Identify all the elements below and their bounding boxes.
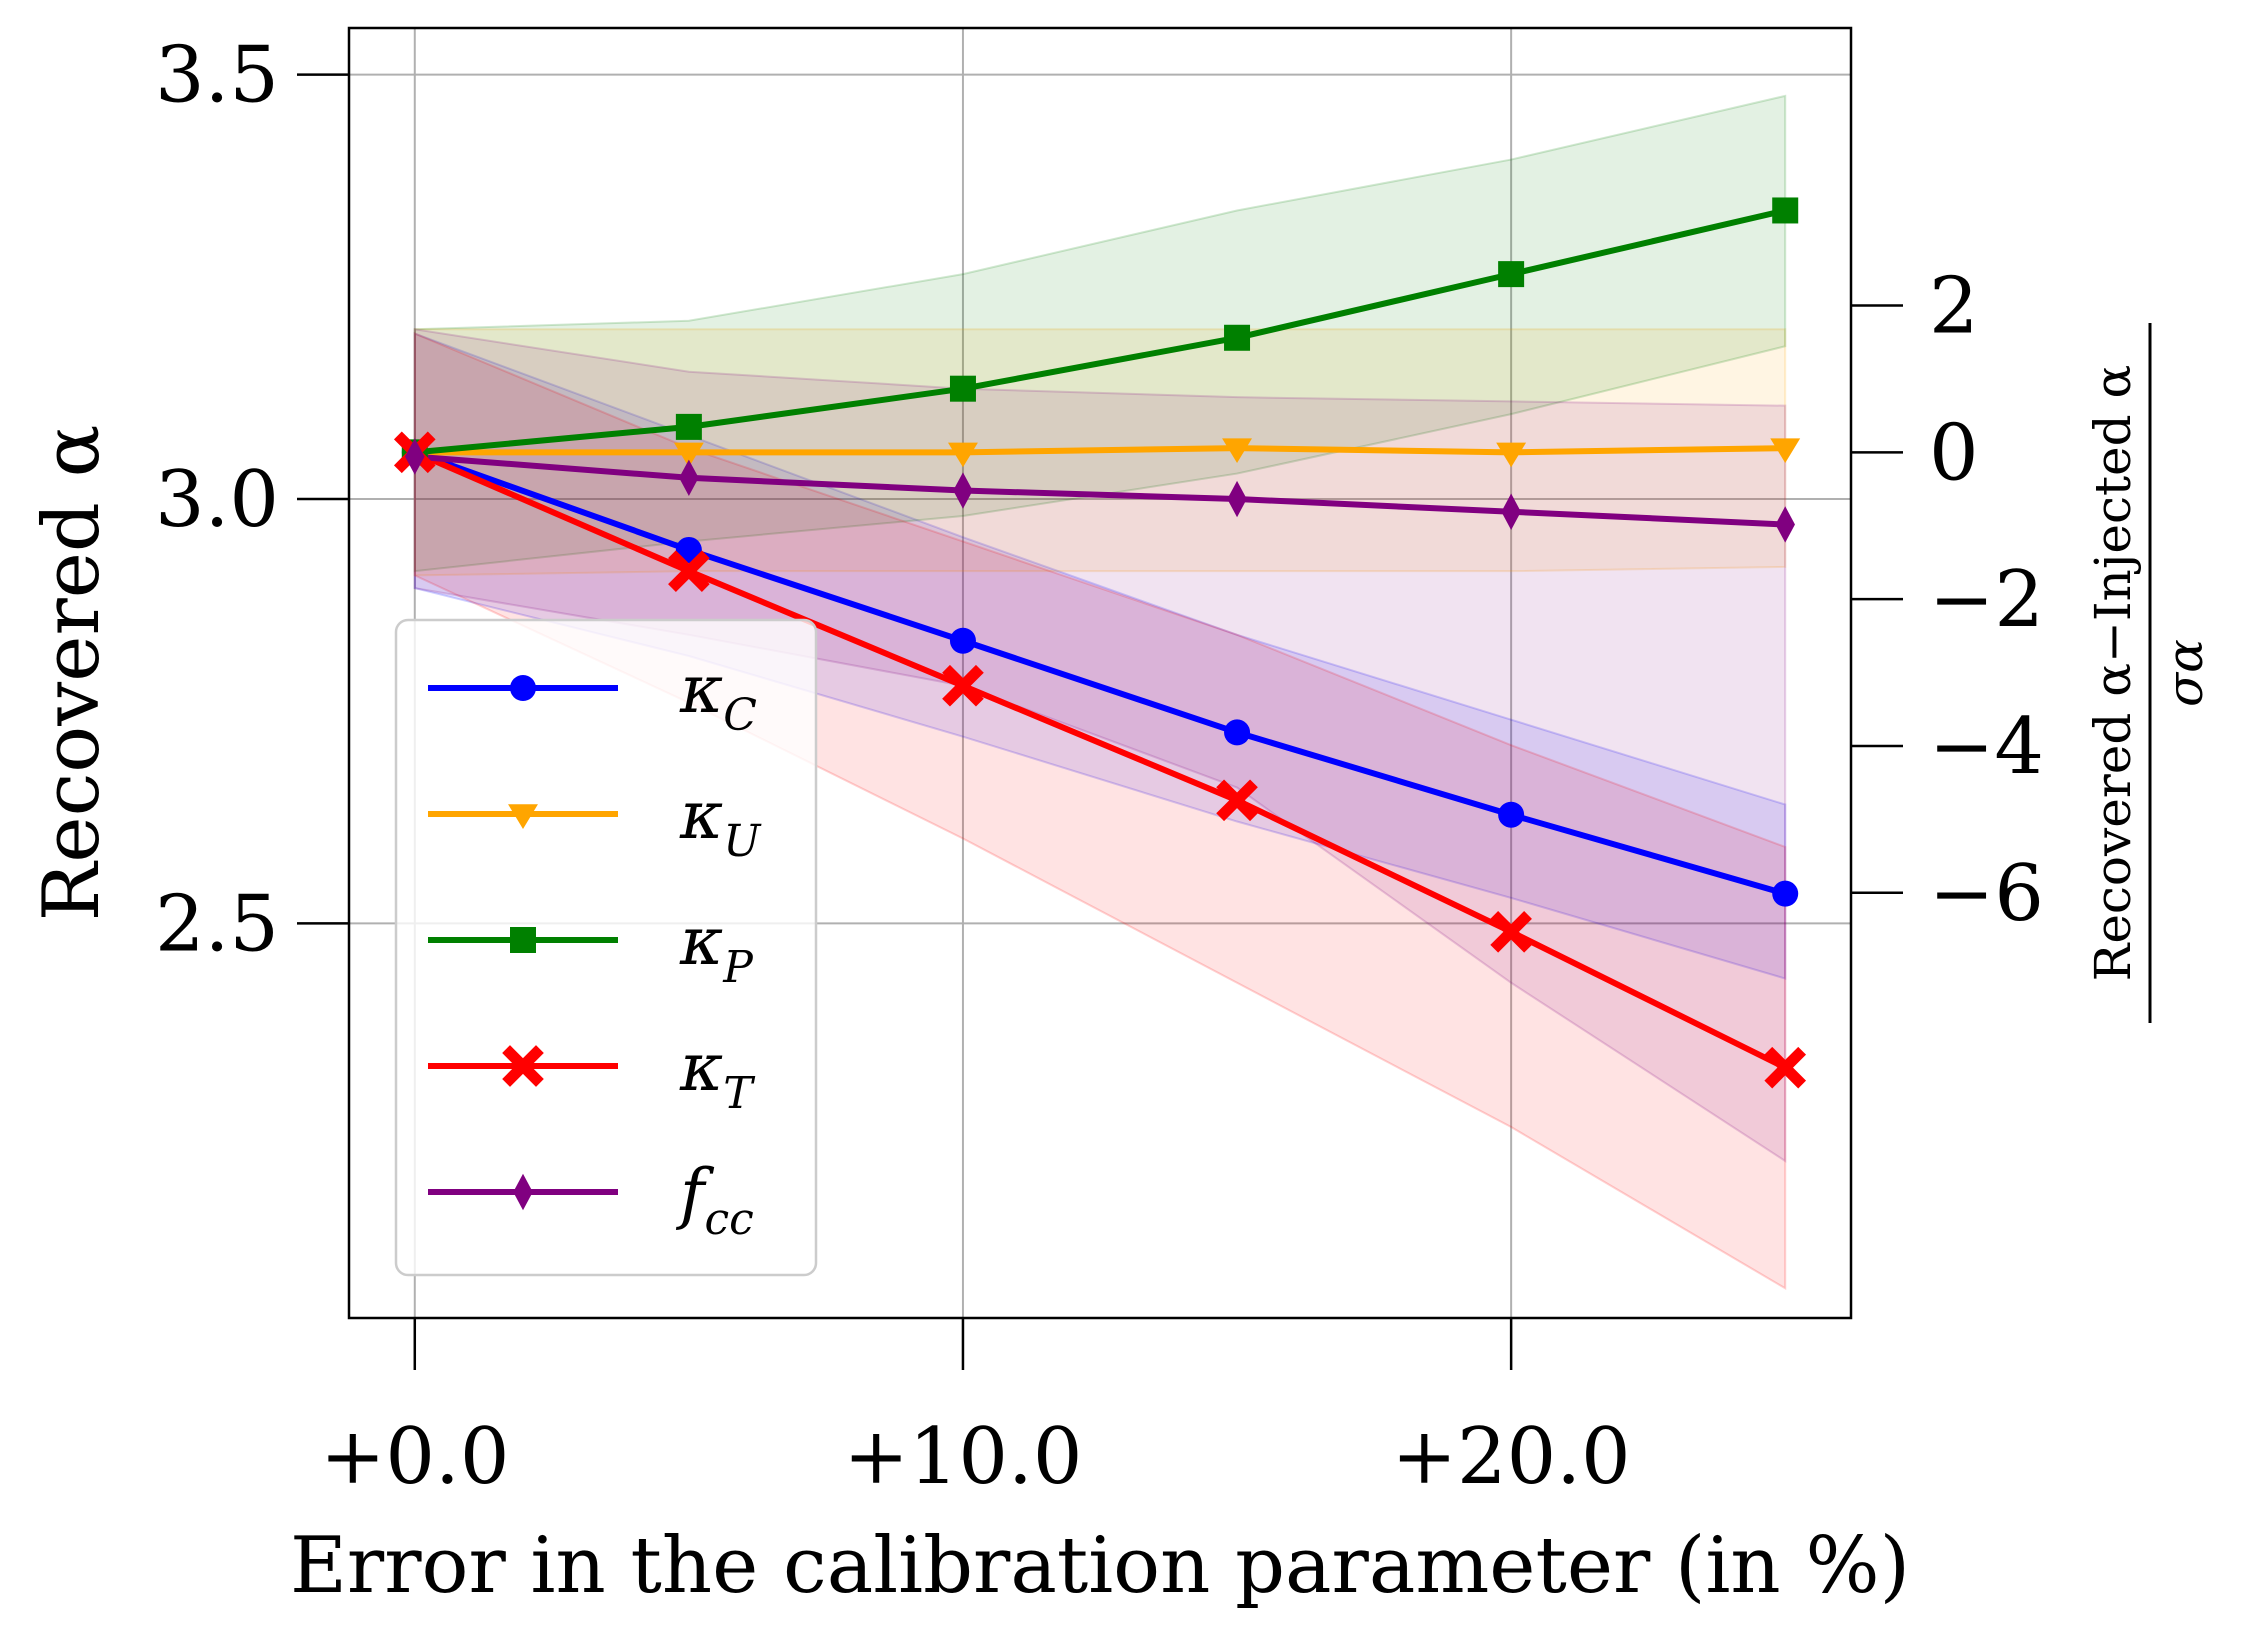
y-tick-label: 3.0: [155, 455, 279, 545]
plot-frame: [347, 26, 1853, 1320]
data-point: [675, 413, 702, 440]
data-point: [1224, 719, 1251, 746]
axes: 2.5 3.0 3.5 +0.0 +10.0 +20.0 2 0 −2 −4 −6: [155, 31, 2044, 1502]
data-point: [1772, 197, 1799, 224]
legend-subscript: cc: [704, 1194, 753, 1245]
x-axis-label: Error in the calibration parameter (in %…: [290, 1521, 1910, 1611]
right-tick-label: 2: [1929, 262, 1979, 352]
series-line-κC: [413, 449, 1787, 897]
data-point: [405, 438, 425, 475]
data-point: [1498, 801, 1525, 828]
data-point: [948, 442, 978, 468]
data-point: [1775, 506, 1795, 543]
right-tick-label: 0: [1929, 408, 1979, 498]
x-tick-label: +0.0: [320, 1412, 509, 1502]
right-axis-label: Recovered α−Injected α σα: [2084, 323, 2214, 1023]
data-point: [1770, 438, 1801, 464]
data-point: [1490, 911, 1532, 953]
x-tick-label: +10.0: [843, 1412, 1082, 1502]
data-point: [1501, 493, 1521, 530]
legend-marker: [502, 1045, 544, 1087]
data-point: [1224, 324, 1251, 351]
data-point: [1222, 438, 1252, 464]
data-point: [953, 472, 973, 509]
data-point: [1227, 480, 1247, 518]
y-axis-label: Recovered α: [27, 425, 117, 922]
right-tick-label: −2: [1929, 555, 2044, 645]
series-line-κU: [414, 445, 1786, 456]
series-lines: [413, 207, 1787, 1071]
legend-box: [394, 618, 818, 1277]
data-point: [1764, 1046, 1807, 1089]
legend-marker: [508, 804, 538, 829]
data-point: [1216, 779, 1258, 822]
data-point: [1498, 261, 1525, 288]
legend-label: κC: [679, 651, 757, 741]
legend-marker: [510, 927, 536, 953]
data-point: [942, 664, 984, 707]
y-tick-label: 3.5: [155, 31, 279, 121]
data-point: [1772, 880, 1799, 907]
legend-marker: [513, 1173, 533, 1211]
series-markers: [393, 197, 1807, 1089]
legend-subscript: C: [723, 690, 757, 741]
legend-subscript: P: [722, 942, 754, 993]
legend-entry: κP: [428, 903, 754, 993]
series-line-κT: [413, 449, 1787, 1071]
data-point: [675, 536, 702, 563]
data-point: [1496, 442, 1527, 468]
series-line-fcc: [414, 453, 1786, 528]
legend-subscript: U: [723, 816, 762, 867]
right-tick-label: −6: [1929, 849, 2044, 939]
right-axis-label-numerator: Recovered α−Injected α: [2084, 365, 2142, 982]
series-line-κP: [414, 207, 1786, 456]
legend-marker: [510, 675, 536, 701]
legend-entry: κC: [428, 651, 757, 741]
y-tick-label: 2.5: [155, 879, 279, 969]
data-point: [949, 627, 976, 654]
legend-subscript: T: [723, 1068, 756, 1119]
right-axis-label-denominator: σα: [2156, 639, 2214, 707]
legend-label: κP: [679, 903, 754, 993]
data-point: [679, 459, 699, 497]
data-point: [673, 442, 704, 468]
right-tick-label: −4: [1929, 702, 2044, 792]
data-point: [949, 375, 976, 402]
x-tick-label: +20.0: [1392, 1412, 1631, 1502]
data-point: [668, 550, 710, 592]
